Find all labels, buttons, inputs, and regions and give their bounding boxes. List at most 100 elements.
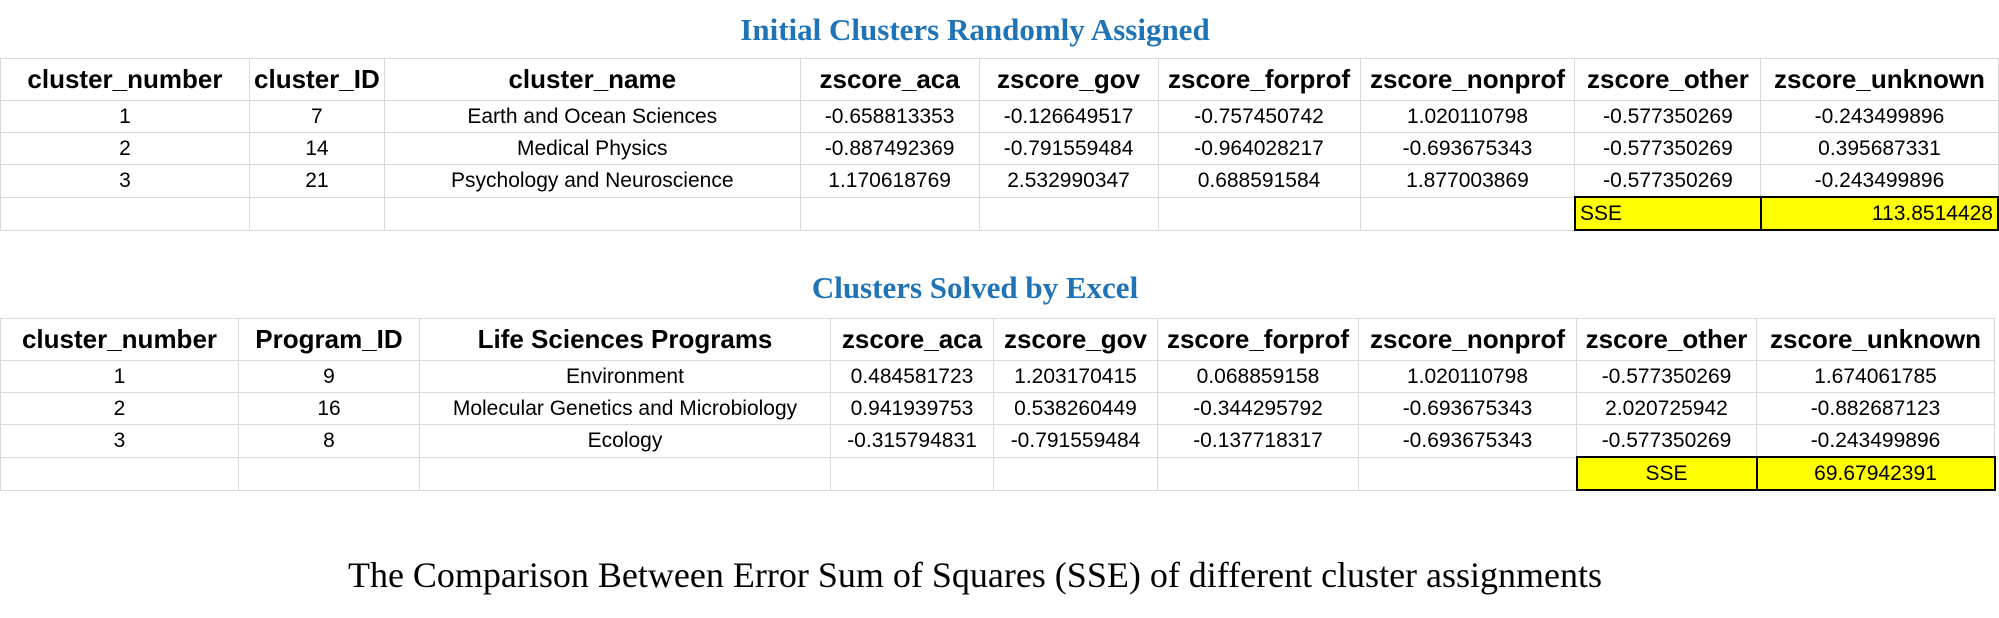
header-cell: zscore_gov	[978, 58, 1159, 101]
empty-cell	[993, 456, 1158, 491]
empty-cell	[238, 456, 420, 491]
table-cell: 0.688591584	[1157, 164, 1361, 198]
table-cell: 1.170618769	[799, 164, 980, 198]
header-cell: Program_ID	[238, 318, 420, 361]
empty-cell	[1157, 456, 1359, 491]
sse-value: 69.67942391	[1755, 456, 1996, 491]
table-cell: 3	[0, 164, 250, 198]
table-cell: -0.693675343	[1359, 132, 1576, 165]
header-cell: cluster_name	[383, 58, 801, 101]
table-header-row: cluster_number Program_ID Life Sciences …	[0, 318, 1995, 361]
table-cell: 16	[238, 392, 420, 425]
table-cell: 21	[248, 164, 385, 198]
table-cell: -0.658813353	[799, 100, 980, 133]
empty-cell	[978, 196, 1159, 231]
table-cell: 2.532990347	[978, 164, 1159, 198]
header-cell: zscore_unknown	[1756, 318, 1995, 361]
empty-cell	[799, 196, 980, 231]
table-cell: 3	[0, 424, 239, 458]
table-cell: -0.791559484	[978, 132, 1159, 165]
table-cell: 0.538260449	[993, 392, 1158, 425]
table-cell: -0.882687123	[1756, 392, 1995, 425]
excel-solved-clusters-table: cluster_number Program_ID Life Sciences …	[0, 318, 1996, 491]
table-cell: -0.577350269	[1574, 132, 1762, 165]
table-cell: -0.577350269	[1576, 360, 1757, 393]
header-cell: zscore_gov	[993, 318, 1158, 361]
table-cell: -0.693675343	[1358, 424, 1577, 458]
table-cell: -0.964028217	[1157, 132, 1361, 165]
table-cell: -0.757450742	[1157, 100, 1361, 133]
header-cell: zscore_aca	[830, 318, 994, 361]
header-cell: cluster_ID	[248, 58, 385, 101]
table-cell: Molecular Genetics and Microbiology	[419, 392, 831, 425]
table1-title: Initial Clusters Randomly Assigned	[740, 12, 1210, 47]
table-cell: 0.068859158	[1157, 360, 1359, 393]
empty-cell	[1157, 196, 1361, 231]
header-cell: zscore_forprof	[1157, 318, 1359, 361]
header-cell: zscore_other	[1576, 318, 1757, 361]
table-cell: Psychology and Neuroscience	[383, 164, 801, 198]
initial-clusters-table: cluster_number cluster_ID cluster_name z…	[0, 58, 1999, 231]
table-cell: -0.887492369	[799, 132, 980, 165]
table-cell: -0.791559484	[993, 424, 1158, 458]
table-cell: -0.577350269	[1574, 100, 1762, 133]
header-cell: zscore_aca	[799, 58, 980, 101]
table-cell: 1.674061785	[1756, 360, 1995, 393]
table-row: 1 9 Environment 0.484581723 1.203170415 …	[0, 360, 1995, 393]
header-cell: cluster_number	[0, 58, 250, 101]
sse-label: SSE	[1575, 456, 1758, 491]
table-cell: 14	[248, 132, 385, 165]
table-cell: 8	[238, 424, 420, 458]
table-row: 2 14 Medical Physics -0.887492369 -0.791…	[0, 132, 1999, 165]
empty-cell	[830, 456, 994, 491]
sse-label: SSE	[1573, 196, 1762, 231]
header-cell: zscore_unknown	[1760, 58, 1999, 101]
table-cell: 9	[238, 360, 420, 393]
table-row: 3 21 Psychology and Neuroscience 1.17061…	[0, 164, 1999, 198]
table2-title: Clusters Solved by Excel	[811, 270, 1139, 305]
empty-cell	[1358, 456, 1577, 491]
table-cell: 1.203170415	[993, 360, 1158, 393]
table-cell: -0.577350269	[1576, 424, 1757, 458]
header-cell: zscore_nonprof	[1358, 318, 1577, 361]
table-cell: Earth and Ocean Sciences	[383, 100, 801, 133]
header-cell: cluster_number	[0, 318, 239, 361]
table-cell: -0.344295792	[1157, 392, 1359, 425]
empty-cell	[1359, 196, 1576, 231]
table-cell: -0.243499896	[1760, 164, 1999, 198]
table-row: 1 7 Earth and Ocean Sciences -0.65881335…	[0, 100, 1999, 133]
table-cell: 0.484581723	[830, 360, 994, 393]
table-cell: -0.243499896	[1760, 100, 1999, 133]
table-cell: Environment	[419, 360, 831, 393]
empty-cell	[0, 196, 250, 231]
header-cell: zscore_other	[1574, 58, 1762, 101]
table-cell: 7	[248, 100, 385, 133]
header-cell: zscore_forprof	[1157, 58, 1361, 101]
sse-row: SSE 113.8514428	[0, 196, 1999, 231]
sse-row: SSE 69.67942391	[0, 456, 1996, 491]
table-cell: 2	[0, 132, 250, 165]
table-cell: -0.577350269	[1574, 164, 1762, 198]
table-cell: 0.395687331	[1760, 132, 1999, 165]
table-cell: -0.243499896	[1756, 424, 1995, 458]
table-cell: -0.693675343	[1358, 392, 1577, 425]
empty-cell	[419, 456, 831, 491]
empty-cell	[0, 456, 239, 491]
table-cell: 0.941939753	[830, 392, 994, 425]
table-cell: -0.126649517	[978, 100, 1159, 133]
table-row: 3 8 Ecology -0.315794831 -0.791559484 -0…	[0, 424, 1995, 458]
table-cell: -0.137718317	[1157, 424, 1359, 458]
table-cell: -0.315794831	[830, 424, 994, 458]
header-cell: Life Sciences Programs	[419, 318, 831, 361]
table-cell: Medical Physics	[383, 132, 801, 165]
sse-value: 113.8514428	[1759, 196, 1999, 231]
table-cell: 1.020110798	[1359, 100, 1576, 133]
figure-caption: The Comparison Between Error Sum of Squa…	[347, 555, 1603, 595]
table-cell: 2.020725942	[1576, 392, 1757, 425]
table-cell: 1.877003869	[1359, 164, 1576, 198]
empty-cell	[383, 196, 801, 231]
table-cell: 1	[0, 360, 239, 393]
table-cell: 1	[0, 100, 250, 133]
table-cell: Ecology	[419, 424, 831, 458]
empty-cell	[248, 196, 385, 231]
